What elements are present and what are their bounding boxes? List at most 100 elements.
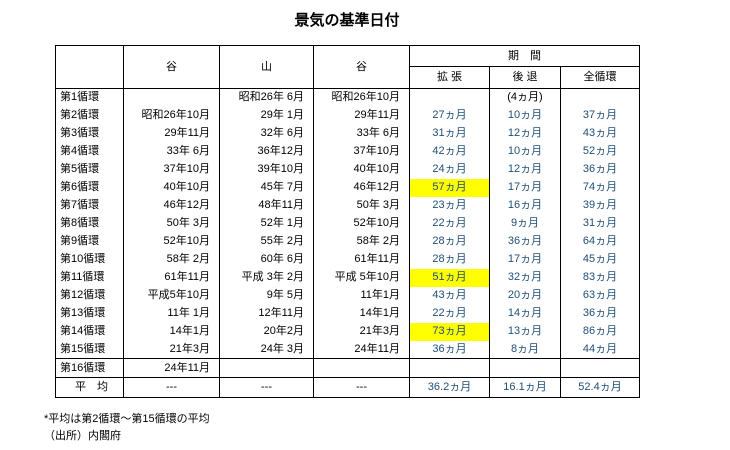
- cell-peak: 12年11月: [219, 304, 314, 323]
- header-trough2: 谷: [313, 45, 410, 89]
- header-row-1: 谷 山 谷 期 間: [55, 45, 640, 89]
- header-trough1: 谷: [123, 45, 220, 89]
- cell-peak: 45年 7月: [219, 178, 314, 197]
- cell-trough1: 50年 3月: [123, 214, 220, 233]
- cell-recession: 12ヵ月: [489, 124, 561, 143]
- cell-recession: 10ヵ月: [489, 142, 561, 161]
- cell-peak: 24年 3月: [219, 340, 314, 359]
- table-row: 第11循環 61年11月 平成 3年 2月 平成 5年10月 51ヵ月 32ヵ月…: [55, 268, 640, 287]
- cell-peak: [219, 358, 314, 378]
- cell-expansion: 28ヵ月: [409, 250, 490, 269]
- cell-full-cycle: 45ヵ月: [559, 250, 640, 269]
- cell-trough1: 37年10月: [123, 160, 220, 179]
- cell-trough2: 昭和26年10月: [313, 88, 410, 107]
- cell-row-label: 第15循環: [55, 340, 124, 359]
- cell-full-cycle: 64ヵ月: [559, 232, 640, 251]
- cell-full-cycle: 37ヵ月: [559, 106, 640, 125]
- cell-trough1: 14年1月: [123, 322, 220, 341]
- cell-row-label: 第16循環: [55, 358, 124, 378]
- cell-trough1: 40年10月: [123, 178, 220, 197]
- cell-recession: 36ヵ月: [489, 232, 561, 251]
- cell-full-cycle: 43ヵ月: [559, 124, 640, 143]
- cell-trough1: 61年11月: [123, 268, 220, 287]
- cell-full-cycle: 52ヵ月: [559, 142, 640, 161]
- note-source: （出所）内閣府: [44, 430, 121, 442]
- cell-row-label: 第11循環: [55, 268, 124, 287]
- cell-recession: 9ヵ月: [489, 214, 561, 233]
- cell-trough1: ---: [123, 377, 220, 398]
- cell-peak: 9年 5月: [219, 286, 314, 305]
- cell-row-label: 第4循環: [55, 142, 124, 161]
- table-row: 第7循環 46年12月 48年11月 50年 3月 23ヵ月 16ヵ月 39ヵ月: [55, 196, 640, 215]
- cell-row-label: 第13循環: [55, 304, 124, 323]
- cell-row-label: 平 均: [55, 377, 124, 398]
- cell-trough1: 58年 2月: [123, 250, 220, 269]
- header-recession: 後 退: [489, 66, 561, 89]
- table-row: 第1循環 昭和26年 6月 昭和26年10月 (4ヵ月): [55, 88, 640, 107]
- cell-trough2: 61年11月: [313, 250, 410, 269]
- cell-full-cycle: 44ヵ月: [559, 340, 640, 359]
- cell-recession: 32ヵ月: [489, 268, 561, 287]
- cell-trough1: 平成5年10月: [123, 286, 220, 305]
- cell-trough2: 21年3月: [313, 322, 410, 341]
- cell-trough1: 33年 6月: [123, 142, 220, 161]
- cell-expansion: 27ヵ月: [409, 106, 490, 125]
- header-row-2: 拡 張 後 退 全循環: [56, 66, 640, 89]
- cell-trough2: 平成 5年10月: [313, 268, 410, 287]
- cell-trough1: 52年10月: [123, 232, 220, 251]
- cell-expansion: 24ヵ月: [409, 160, 490, 179]
- cell-recession: 16.1ヵ月: [489, 377, 561, 398]
- cell-trough1: 29年11月: [123, 124, 220, 143]
- cell-expansion: [409, 358, 490, 378]
- cell-recession: 10ヵ月: [489, 106, 561, 125]
- cell-trough2: 40年10月: [313, 160, 410, 179]
- table-row: 第2循環 昭和26年10月 29年 1月 29年11月 27ヵ月 10ヵ月 37…: [55, 106, 640, 125]
- cell-row-label: 第6循環: [55, 178, 124, 197]
- cell-expansion: 42ヵ月: [409, 142, 490, 161]
- cell-full-cycle: 52.4ヵ月: [559, 377, 640, 398]
- table-row: 第12循環 平成5年10月 9年 5月 11年1月 43ヵ月 20ヵ月 63ヵ月: [55, 286, 640, 305]
- cell-peak: 32年 6月: [219, 124, 314, 143]
- cell-recession: 8ヵ月: [489, 340, 561, 359]
- header-period: 期 間: [408, 45, 640, 67]
- business-cycle-table: 谷 山 谷 期 間 拡 張 後 退 全循環 第1循環 昭和26年 6月 昭和26…: [55, 45, 641, 398]
- table-row-average: 平 均 --- --- --- 36.2ヵ月 16.1ヵ月 52.4ヵ月: [55, 377, 640, 398]
- cell-expansion-highlighted: 73ヵ月: [409, 322, 490, 341]
- cell-peak: 29年 1月: [219, 106, 314, 125]
- cell-trough1: 46年12月: [123, 196, 220, 215]
- table-row: 第5循環 37年10月 39年10月 40年10月 24ヵ月 12ヵ月 36ヵ月: [55, 160, 640, 179]
- cell-trough1: [123, 88, 220, 107]
- cell-full-cycle: [559, 88, 640, 107]
- cell-row-label: 第3循環: [55, 124, 124, 143]
- header-peak: 山: [219, 45, 314, 89]
- table-row: 第13循環 11年 1月 12年11月 14年1月 22ヵ月 14ヵ月 36ヵ月: [55, 304, 640, 323]
- cell-trough1: 11年 1月: [123, 304, 220, 323]
- cell-full-cycle: 31ヵ月: [559, 214, 640, 233]
- cell-row-label: 第2循環: [55, 106, 124, 125]
- table-row: 第15循環 21年3月 24年 3月 24年11月 36ヵ月 8ヵ月 44ヵ月: [55, 340, 640, 359]
- cell-full-cycle: 36ヵ月: [559, 304, 640, 323]
- table-row: 第6循環 40年10月 45年 7月 46年12月 57ヵ月 17ヵ月 74ヵ月: [55, 178, 640, 197]
- cell-recession: (4ヵ月): [489, 88, 561, 107]
- table-row: 第14循環 14年1月 20年2月 21年3月 73ヵ月 13ヵ月 86ヵ月: [55, 322, 640, 341]
- cell-row-label: 第10循環: [55, 250, 124, 269]
- cell-trough2: 33年 6月: [313, 124, 410, 143]
- cell-peak: 39年10月: [219, 160, 314, 179]
- cell-expansion-highlighted: 57ヵ月: [409, 178, 490, 197]
- cell-expansion: [409, 88, 490, 107]
- cell-recession: 12ヵ月: [489, 160, 561, 179]
- cell-full-cycle: 86ヵ月: [559, 322, 640, 341]
- cell-full-cycle: [559, 358, 640, 378]
- cell-row-label: 第5循環: [55, 160, 124, 179]
- cell-row-label: 第1循環: [55, 88, 124, 107]
- table-row: 第10循環 58年 2月 60年 6月 61年11月 28ヵ月 17ヵ月 45ヵ…: [55, 250, 640, 269]
- cell-trough2: 37年10月: [313, 142, 410, 161]
- footnotes: *平均は第2循環～第15循環の平均 （出所）内閣府: [44, 411, 210, 445]
- cell-full-cycle: 63ヵ月: [559, 286, 640, 305]
- table-row: 第8循環 50年 3月 52年 1月 52年10月 22ヵ月 9ヵ月 31ヵ月: [55, 214, 640, 233]
- cell-recession: 16ヵ月: [489, 196, 561, 215]
- cell-trough2: 50年 3月: [313, 196, 410, 215]
- cell-trough1: 21年3月: [123, 340, 220, 359]
- cell-expansion: 23ヵ月: [409, 196, 490, 215]
